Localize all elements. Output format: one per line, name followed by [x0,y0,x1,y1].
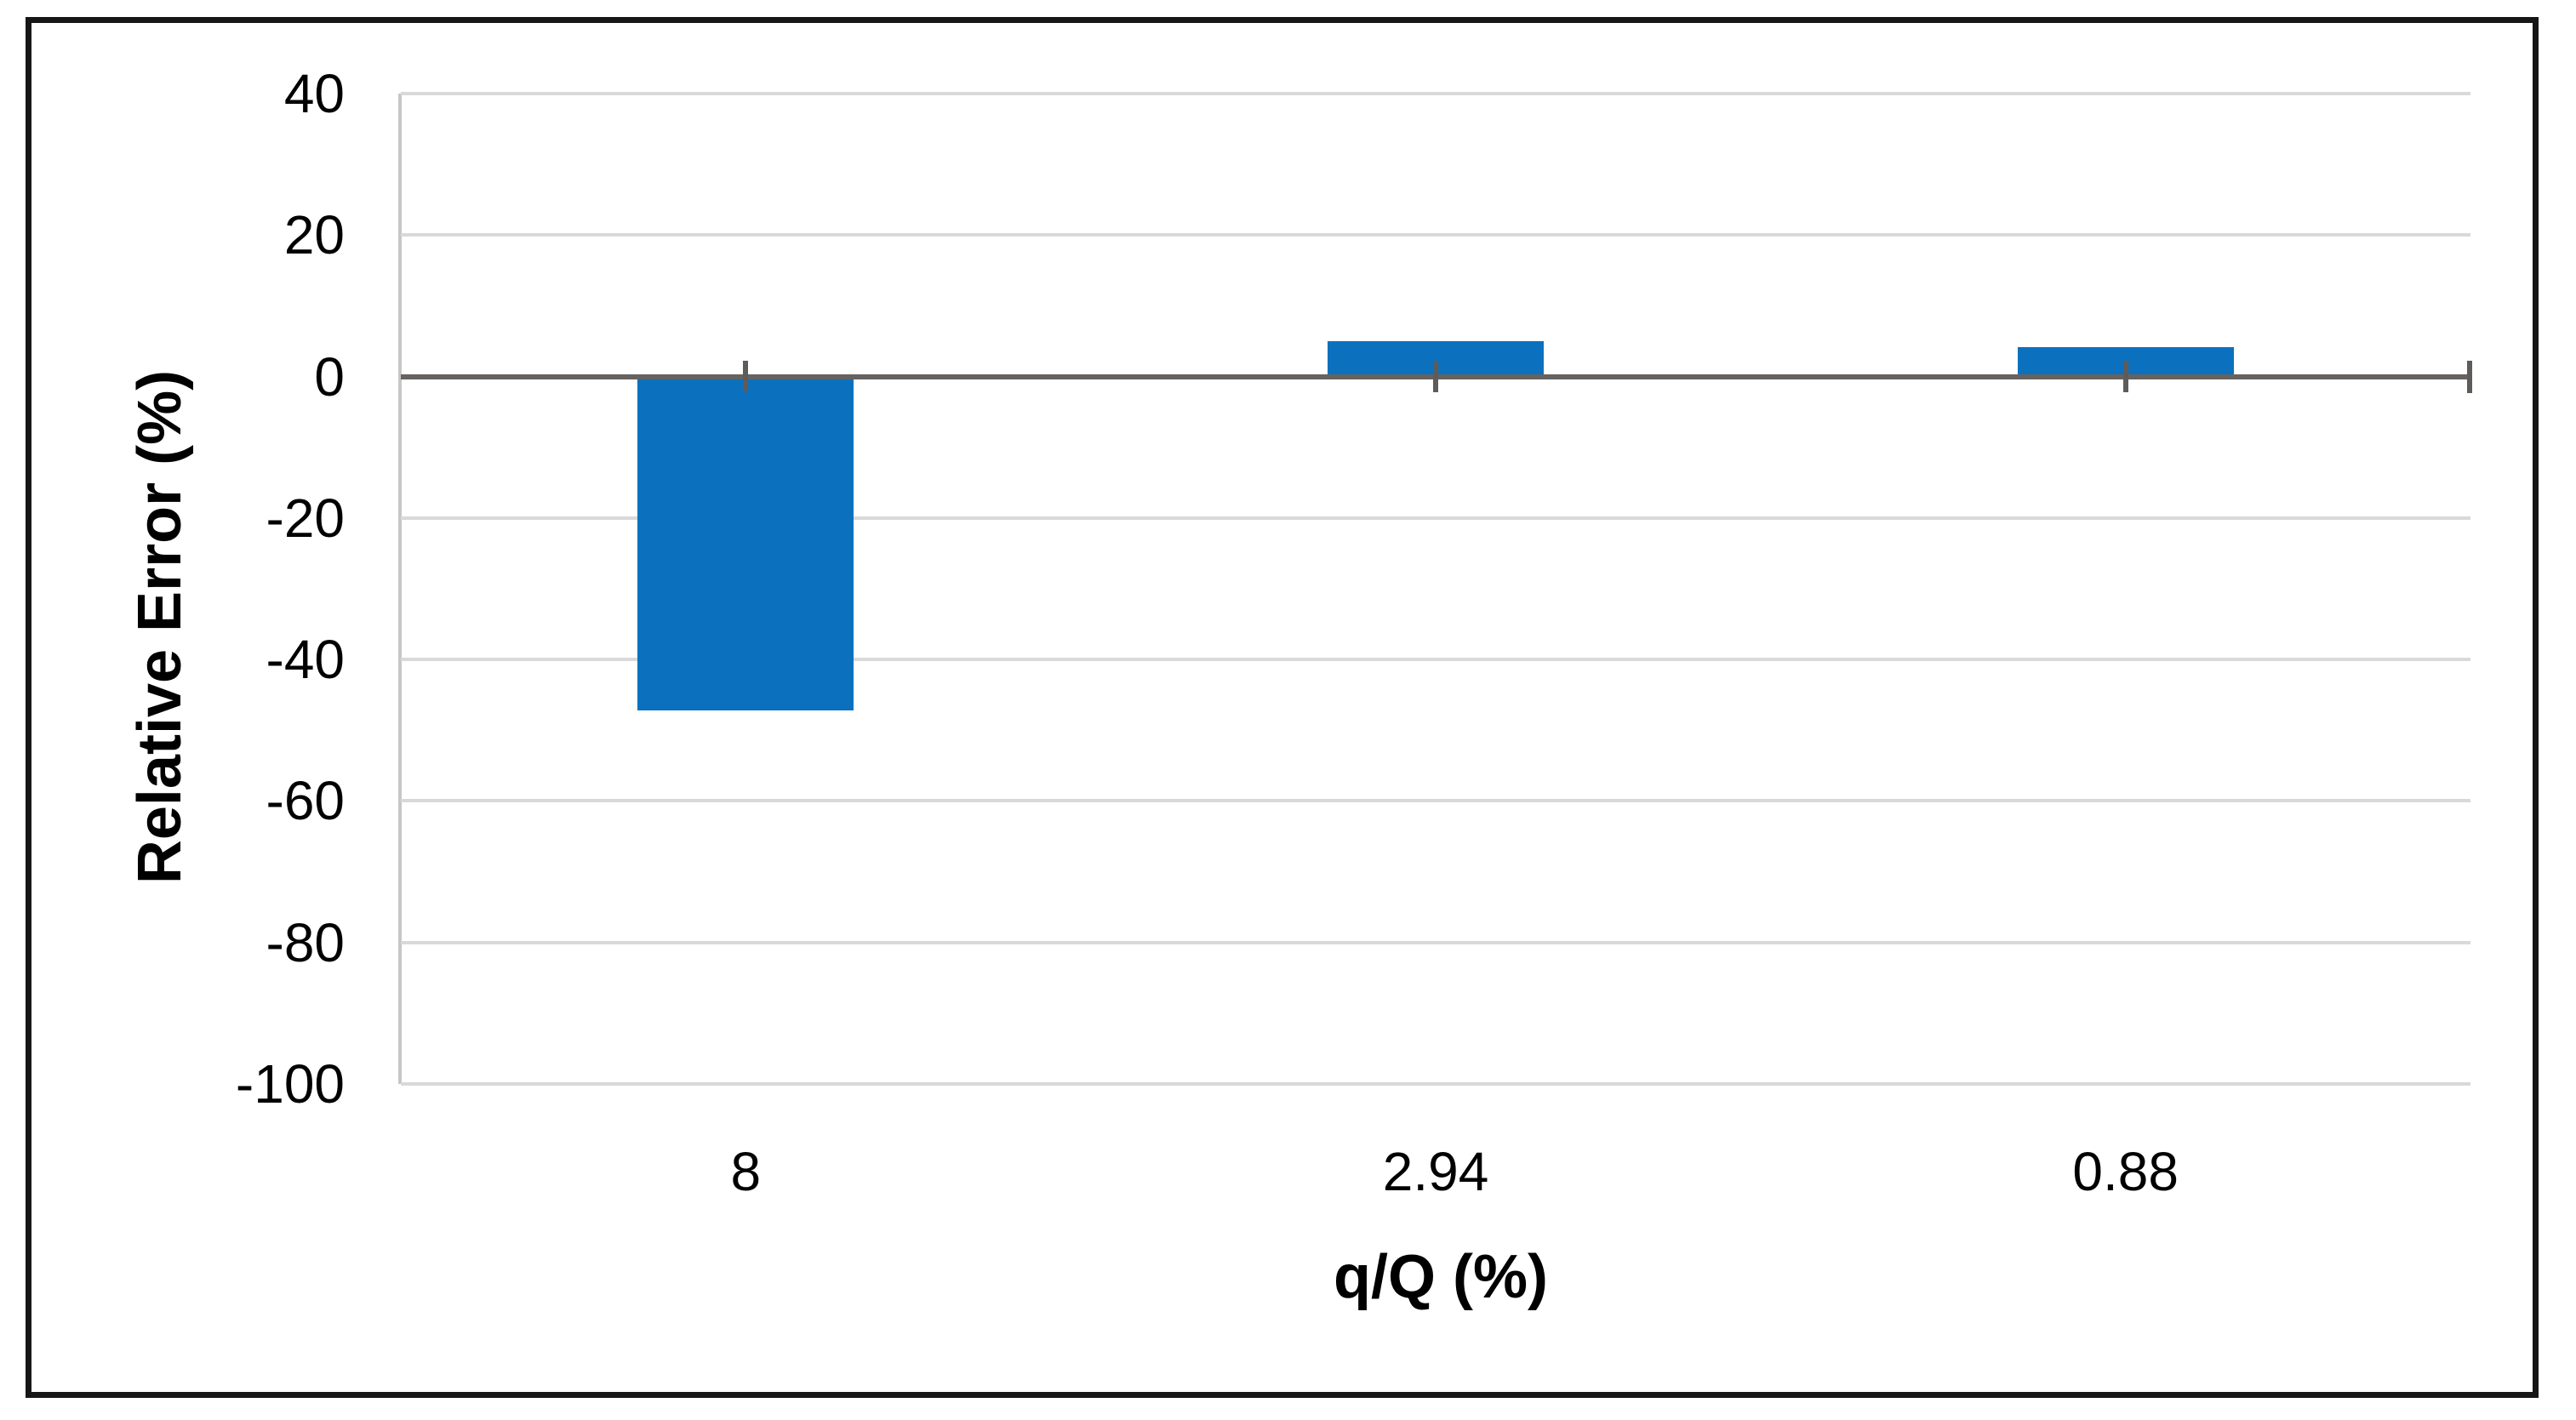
y-tick-label: -40 [266,629,346,691]
gridline [401,799,2470,803]
x-category-label: 0.88 [2072,1141,2179,1202]
bar [637,376,854,710]
y-tick-label: -80 [266,911,346,973]
y-tick-label: 40 [283,63,345,124]
x-category-label: 8 [730,1141,762,1202]
plot-left-border [398,94,402,1084]
gridline [401,233,2470,237]
plot-area [398,92,2472,1086]
y-tick-label: 20 [283,204,345,266]
gridline [401,92,2470,95]
error-bar [2122,361,2128,392]
gridline [401,940,2470,944]
y-tick-label: -20 [266,487,346,549]
gridline [401,1082,2470,1086]
y-tick-label: 0 [314,345,345,408]
axis-end-tick [2467,360,2472,393]
error-bar [1433,361,1438,392]
gridline [401,516,2470,520]
gridline [401,658,2470,662]
y-tick-label: -100 [235,1053,345,1115]
error-bar [743,361,749,392]
chart-outer-border [26,17,2539,1398]
x-category-label: 2.94 [1382,1141,1489,1202]
y-tick-label: -60 [266,770,346,832]
x-axis-title: q/Q (%) [1334,1243,1548,1311]
